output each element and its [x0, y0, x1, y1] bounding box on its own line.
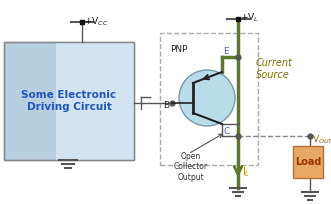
Bar [293, 146, 323, 178]
Text: Some Electronic
Driving Circuit: Some Electronic Driving Circuit [22, 90, 117, 112]
Text: Open
Collector
Output: Open Collector Output [174, 152, 208, 182]
Bar [4, 42, 134, 160]
Bar [160, 33, 258, 165]
Text: V$_{OUT}$: V$_{OUT}$ [312, 134, 331, 146]
Text: E: E [223, 47, 229, 55]
Bar [56, 42, 134, 160]
Text: B: B [163, 101, 169, 110]
Text: Current
Source: Current Source [256, 58, 293, 80]
Text: PNP: PNP [170, 44, 187, 53]
Bar [4, 42, 134, 160]
Text: C: C [224, 128, 230, 136]
Circle shape [179, 70, 235, 126]
Text: I$_L$: I$_L$ [242, 165, 250, 179]
Text: +V$_L$: +V$_L$ [240, 12, 259, 24]
Text: Load: Load [295, 157, 321, 167]
Text: +V$_{CC}$: +V$_{CC}$ [84, 15, 109, 28]
